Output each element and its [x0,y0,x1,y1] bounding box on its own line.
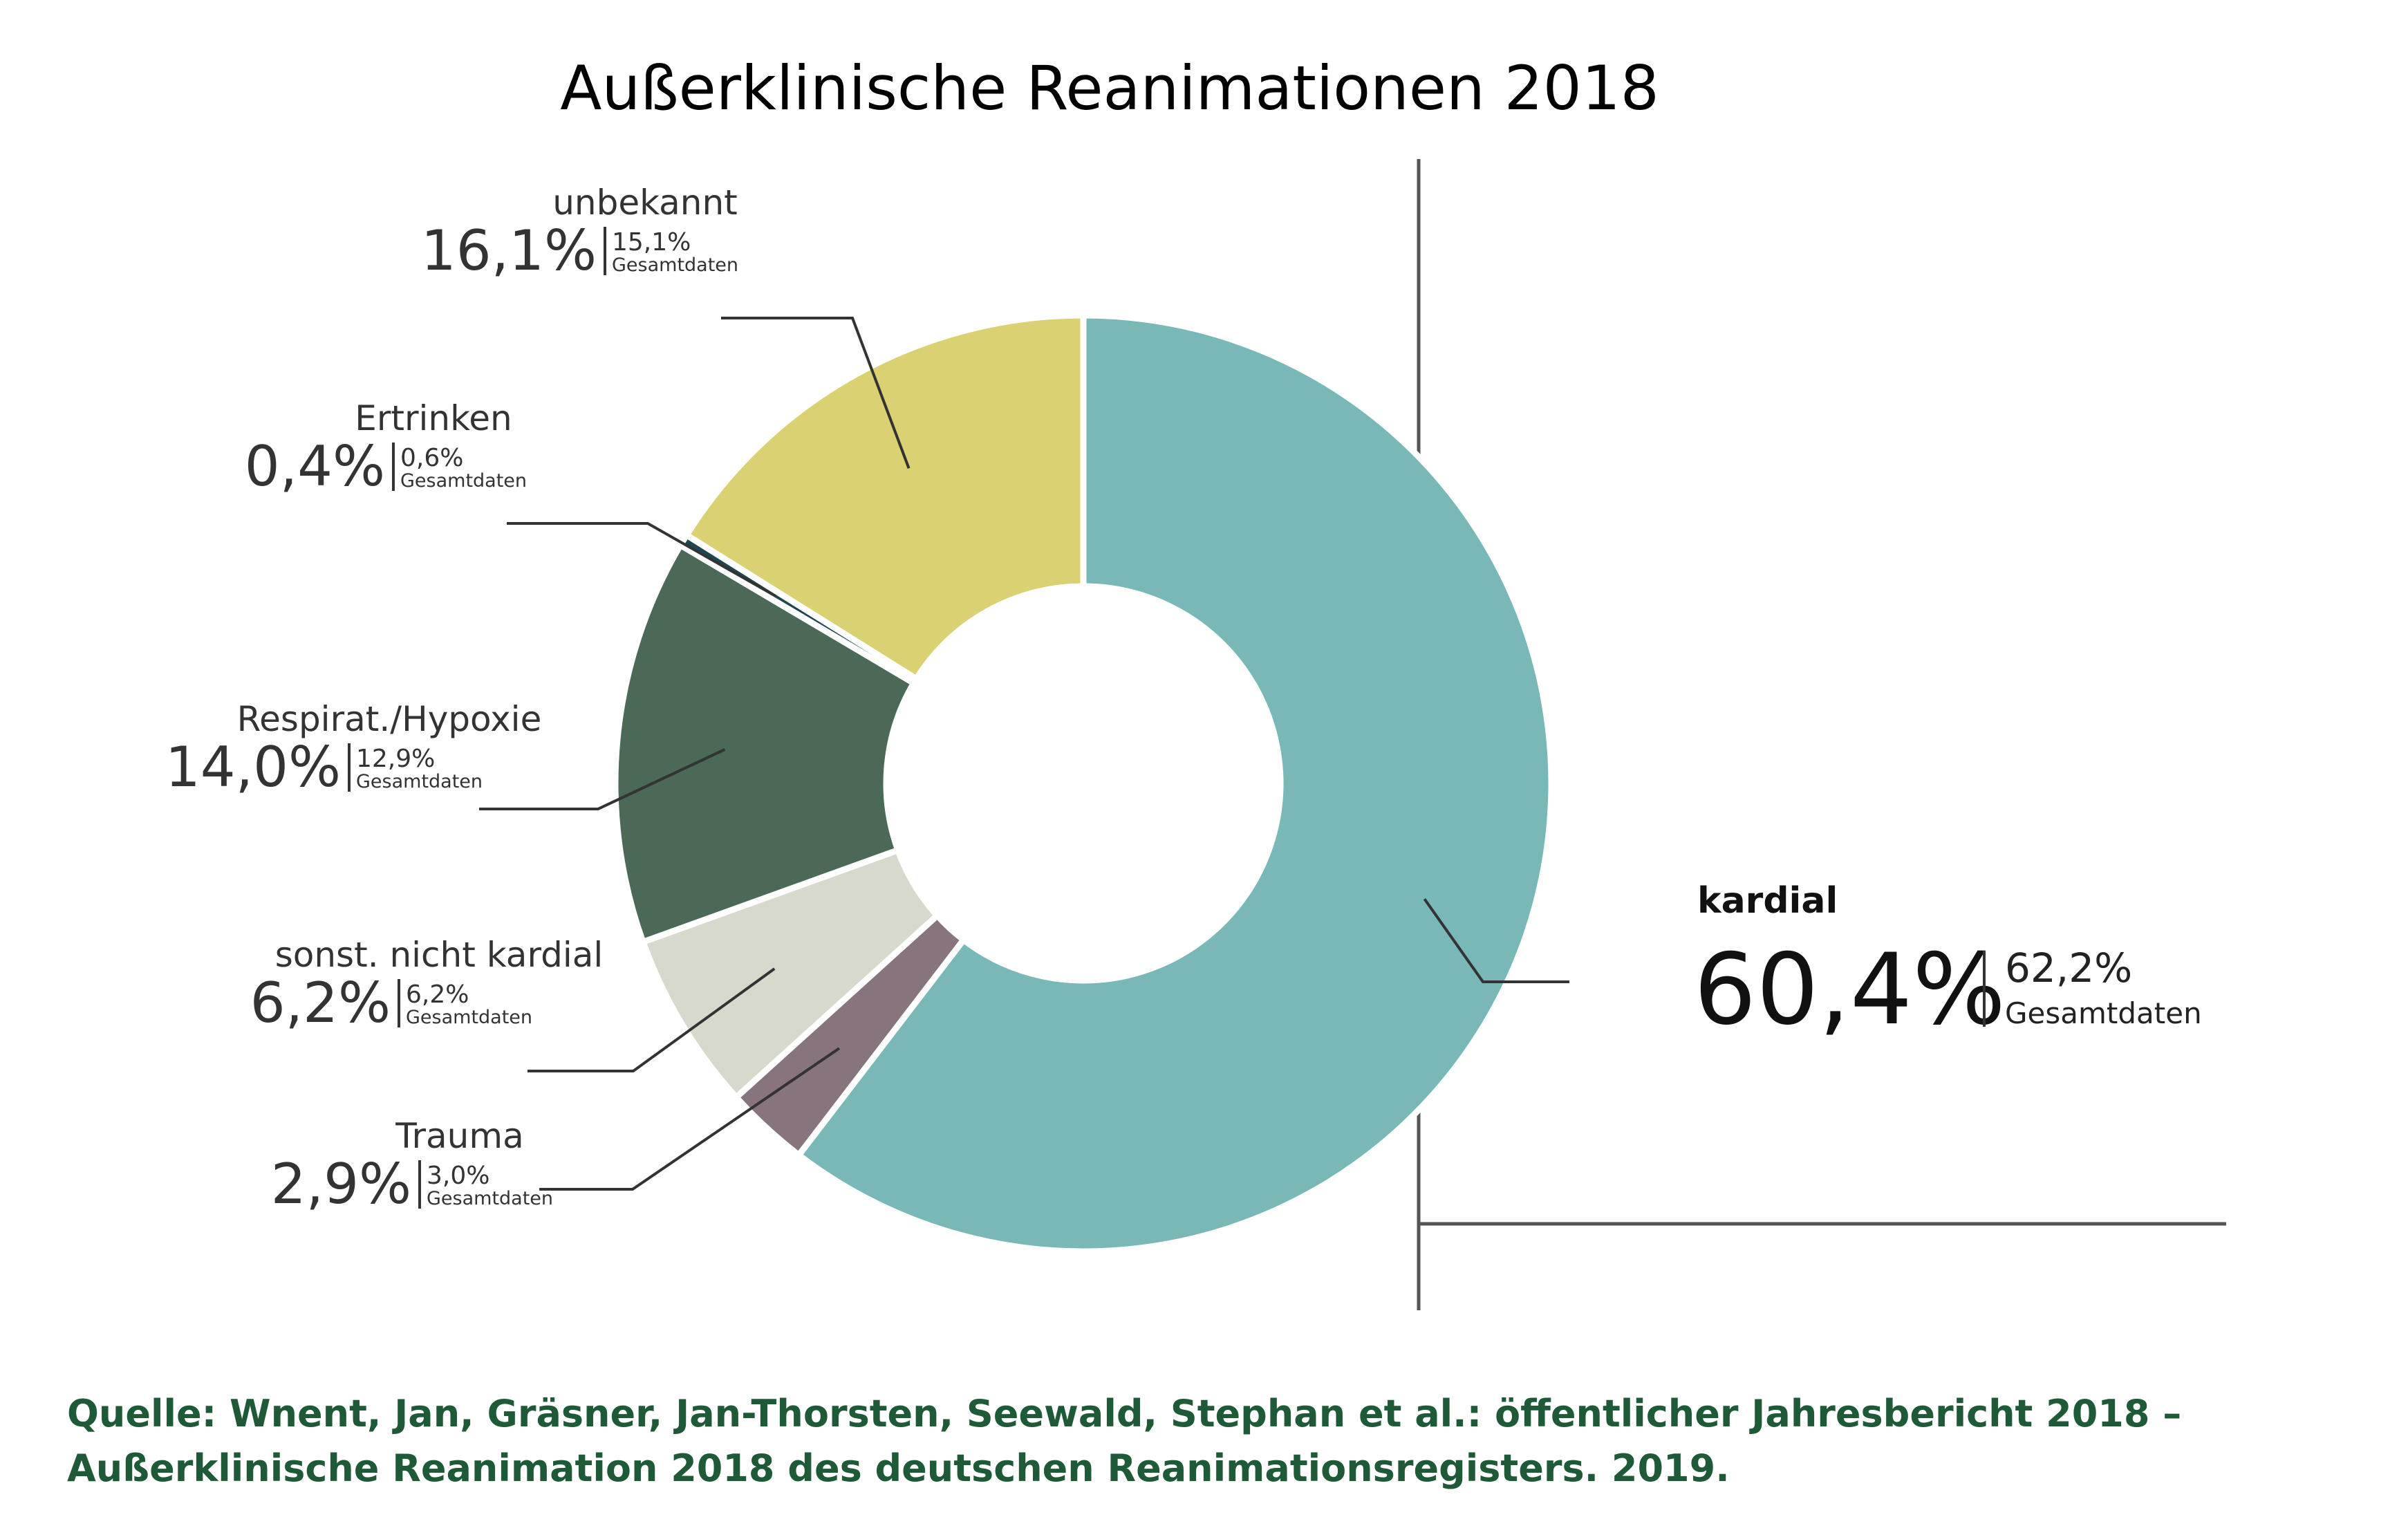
percent-label-trauma: 2,9% [271,1152,411,1216]
category-label-unbekannt: unbekannt [552,183,738,223]
source-line-2: Außerklinische Reanimation 2018 des deut… [67,1446,1730,1490]
total-label-sonst-nicht-kardial: Gesamtdaten [406,1007,532,1028]
category-label-ertrinken: Ertrinken [355,398,512,438]
percent-label-sonst-nicht-kardial: 6,2% [250,971,391,1035]
category-label-respirat-hypoxie: Respirat./Hypoxie [237,699,542,739]
slice-unbekannt [682,312,1087,684]
leader-line-unbekannt [721,317,911,469]
category-label-trauma: Trauma [395,1116,523,1156]
percent-label-kardial: 60,4% [1694,933,2006,1047]
total-label-respirat-hypoxie: Gesamtdaten [356,771,483,792]
slice-kardial [794,312,1555,1255]
slice-respirat-hypoxie [612,541,918,947]
leader-line-sonst-nicht-kardial [528,967,776,1072]
category-label-sonst-nicht-kardial: sonst. nicht kardial [275,935,604,975]
leader-line-kardial [1423,898,1569,983]
total-value-sonst-nicht-kardial: 6,2% [406,980,469,1009]
category-label-kardial: kardial [1697,880,1838,922]
total-label-unbekannt: Gesamtdaten [612,254,738,276]
total-value-respirat-hypoxie: 12,9% [356,745,435,773]
percent-label-unbekannt: 16,1% [421,218,597,283]
slice-sonst-nicht-kardial [639,846,942,1102]
percent-label-ertrinken: 0,4% [245,434,385,499]
leader-line-trauma [539,1047,841,1191]
total-label-ertrinken: Gesamtdaten [400,470,527,492]
total-label-kardial: Gesamtdaten [2005,996,2202,1030]
total-value-trauma: 3,0% [427,1162,489,1190]
leader-lines [479,317,1569,1191]
leader-line-ertrinken [507,522,776,597]
total-value-ertrinken: 0,6% [400,444,463,472]
chart-title: Außerklinische Reanimationen 2018 [560,53,1659,124]
donut-slices [612,312,1555,1255]
source-line-1: Quelle: Wnent, Jan, Gräsner, Jan-Thorste… [67,1392,2181,1435]
total-value-kardial: 62,2% [2005,944,2132,992]
leader-line-respirat-hypoxie [479,748,726,810]
total-label-trauma: Gesamtdaten [427,1188,553,1209]
total-value-unbekannt: 15,1% [612,228,691,257]
percent-label-respirat-hypoxie: 14,0% [165,735,341,799]
